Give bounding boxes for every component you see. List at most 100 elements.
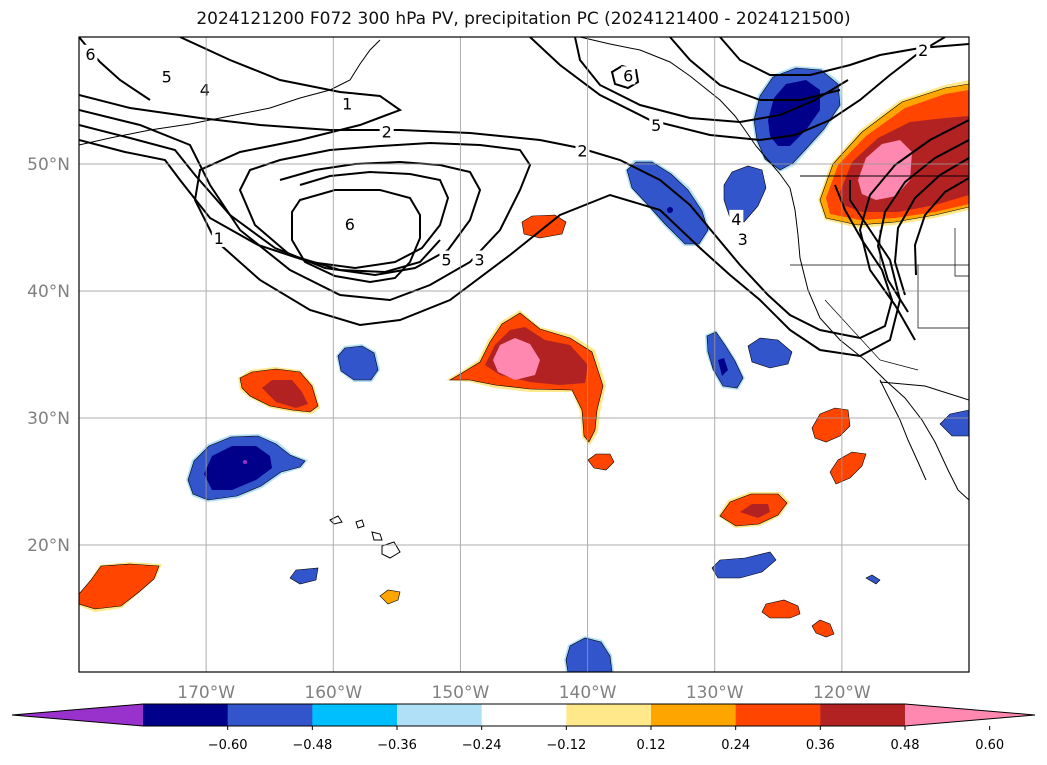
colorbar-box xyxy=(820,704,906,726)
pv-label-background xyxy=(916,40,931,59)
colorbar-tick-label: 0.36 xyxy=(806,738,835,753)
colorbar-box xyxy=(312,704,398,726)
lon-tick-label: 160°W xyxy=(304,683,362,703)
lon-tick-label: 170°W xyxy=(177,683,235,703)
pv-label-background xyxy=(439,250,454,269)
pv-label-background xyxy=(342,214,357,233)
colorbar: −0.60 −0.48 −0.36 −0.24 −0.12 0.12 0.24 0.36 0.4… xyxy=(11,703,1036,753)
pv-label-background xyxy=(197,80,212,99)
colorbar-tick-label: 0.24 xyxy=(721,738,750,753)
precip-anomaly-subtropics-dry xyxy=(289,551,881,585)
pv-contour-4 xyxy=(79,124,482,277)
colorbar-outline xyxy=(11,703,1036,727)
pv-contour-7 xyxy=(529,37,946,142)
pv-contour-label: 4 xyxy=(200,80,210,99)
gridlines xyxy=(79,37,969,672)
colorbar-box xyxy=(651,704,737,726)
precip-anomaly-southern-dry xyxy=(564,636,614,672)
pv-contour-label: 6 xyxy=(623,66,633,85)
precip-anomaly-mexico-coast-dry xyxy=(939,409,969,437)
colorbar-tick-label: 0.12 xyxy=(637,738,666,753)
colorbar-tick-label: −0.24 xyxy=(462,738,502,753)
lat-tick-label: 50°N xyxy=(27,155,70,175)
colorbar-box xyxy=(735,704,821,726)
baja-california-coast xyxy=(879,379,927,481)
coastlines xyxy=(79,37,969,559)
pv-contour-12 xyxy=(876,139,969,313)
pv-label-background xyxy=(472,250,487,269)
chart-title: 2024121200 F072 300 hPa PV, precipitatio… xyxy=(196,9,851,29)
pv-label-background xyxy=(340,94,355,113)
colorbar-extend-min xyxy=(12,704,143,726)
pv-contour-label: 1 xyxy=(214,229,224,248)
precip-anomaly-baja-offshore xyxy=(718,492,790,528)
pv-label-background xyxy=(621,66,636,85)
colorbar-box xyxy=(143,704,229,726)
lon-tick-label: 130°W xyxy=(686,683,744,703)
precip-anomaly-gulf-of-alaska-south xyxy=(521,214,567,239)
colorbar-box xyxy=(481,704,567,726)
pv-contour-label: 4 xyxy=(731,210,741,229)
alaska-peninsula-coast xyxy=(79,39,381,146)
colorbar-tick-label: 0.48 xyxy=(891,738,920,753)
precip-anomaly-gulf-of-alaska-dry xyxy=(625,160,710,246)
pv-contour-label: 2 xyxy=(577,141,587,160)
pv-label-background xyxy=(729,209,744,228)
pv-contour-13 xyxy=(893,157,969,296)
us-mexico-border xyxy=(879,381,969,401)
colorbar-box xyxy=(227,704,313,726)
pv-label-background xyxy=(159,67,174,86)
lat-tick-label: 20°N xyxy=(27,536,70,556)
colorbar-box xyxy=(397,704,483,726)
pv-contour-1 xyxy=(179,37,902,358)
precip-anomaly-british-columbia-coast xyxy=(723,66,842,223)
pv-contour-2 xyxy=(79,94,894,340)
precip-anomaly-west-of-hawaii-dry xyxy=(186,434,308,502)
precip-anomaly-baja-southwest xyxy=(829,451,867,485)
pv-contour-label: 5 xyxy=(441,251,451,270)
pv-contour-14 xyxy=(913,177,969,276)
colorbar-tick-label: −0.36 xyxy=(377,738,417,753)
pv-label-background xyxy=(379,122,394,141)
hawaiian-islands xyxy=(329,515,401,559)
colorbar-box xyxy=(566,704,652,726)
pv-label-background xyxy=(649,115,664,134)
colorbar-tick-label: 0.60 xyxy=(975,738,1004,753)
pv-contour-8 xyxy=(574,37,849,124)
precip-anomaly-west-of-hawaii xyxy=(238,367,320,414)
pv-contour-11 xyxy=(858,119,969,341)
lat-tick-label: 40°N xyxy=(27,282,70,302)
pv-contour-label: 1 xyxy=(342,94,352,113)
pv-contour-label: 6 xyxy=(85,45,95,64)
pv-contour-label: 5 xyxy=(162,68,172,87)
lon-tick-label: 120°W xyxy=(813,683,871,703)
pv-contour-10 xyxy=(719,37,969,76)
latitude-tick-labels: 50°N 40°N 30°N 20°N xyxy=(27,155,70,556)
pv-label-background xyxy=(735,230,750,249)
longitude-tick-labels: 170°W 160°W 150°W 140°W 130°W 120°W xyxy=(177,683,871,703)
alaska-panhandle-coast xyxy=(579,37,791,189)
lon-tick-label: 150°W xyxy=(432,683,490,703)
pv-contour-label: 6 xyxy=(345,215,355,234)
map-frame xyxy=(78,36,970,673)
pv-contour-label: 3 xyxy=(474,251,484,270)
colorbar-tick-label: −0.12 xyxy=(546,738,586,753)
precip-anomaly-subtropics-small xyxy=(379,453,835,638)
pv-contour-5 xyxy=(79,139,450,270)
precip-anomaly-central-pacific-dry xyxy=(336,344,380,382)
pv-contours xyxy=(79,37,969,358)
precip-anomaly-fields xyxy=(79,66,969,672)
pv-contour-label: 5 xyxy=(651,116,661,135)
precip-anomaly-california-coast-dry xyxy=(747,337,793,369)
colorbar-tick-label: −0.60 xyxy=(208,738,248,753)
north-america-west-coast xyxy=(789,187,969,501)
pv-label-background xyxy=(83,44,98,63)
colorbar-extend-max xyxy=(905,704,1035,726)
pv-label-background xyxy=(575,141,590,160)
lat-tick-label: 30°N xyxy=(27,409,70,429)
pv-contour-label: 2 xyxy=(382,122,392,141)
pv-contour-15 xyxy=(610,64,640,90)
pv-contour-label: 2 xyxy=(918,41,928,60)
